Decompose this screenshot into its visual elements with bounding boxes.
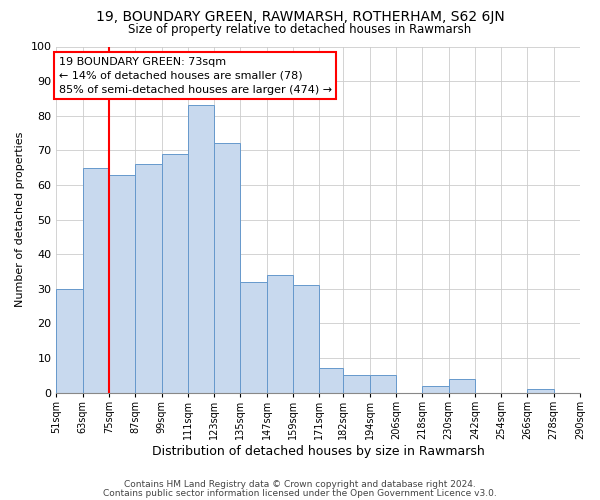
Bar	[267, 275, 293, 392]
Bar	[422, 386, 449, 392]
Bar	[83, 168, 109, 392]
Bar	[188, 106, 214, 393]
Bar	[527, 389, 554, 392]
Text: 19, BOUNDARY GREEN, RAWMARSH, ROTHERHAM, S62 6JN: 19, BOUNDARY GREEN, RAWMARSH, ROTHERHAM,…	[95, 10, 505, 24]
Text: Contains public sector information licensed under the Open Government Licence v3: Contains public sector information licen…	[103, 488, 497, 498]
Text: 19 BOUNDARY GREEN: 73sqm
← 14% of detached houses are smaller (78)
85% of semi-d: 19 BOUNDARY GREEN: 73sqm ← 14% of detach…	[59, 57, 332, 95]
Bar	[109, 174, 135, 392]
Bar	[241, 282, 267, 393]
Bar	[343, 376, 370, 392]
Bar	[161, 154, 188, 392]
Bar	[370, 376, 396, 392]
Text: Size of property relative to detached houses in Rawmarsh: Size of property relative to detached ho…	[128, 22, 472, 36]
Text: Contains HM Land Registry data © Crown copyright and database right 2024.: Contains HM Land Registry data © Crown c…	[124, 480, 476, 489]
Bar	[214, 144, 241, 392]
Y-axis label: Number of detached properties: Number of detached properties	[15, 132, 25, 307]
Bar	[135, 164, 161, 392]
Bar	[319, 368, 343, 392]
X-axis label: Distribution of detached houses by size in Rawmarsh: Distribution of detached houses by size …	[152, 444, 485, 458]
Bar	[449, 379, 475, 392]
Bar	[293, 286, 319, 393]
Bar	[56, 289, 83, 393]
